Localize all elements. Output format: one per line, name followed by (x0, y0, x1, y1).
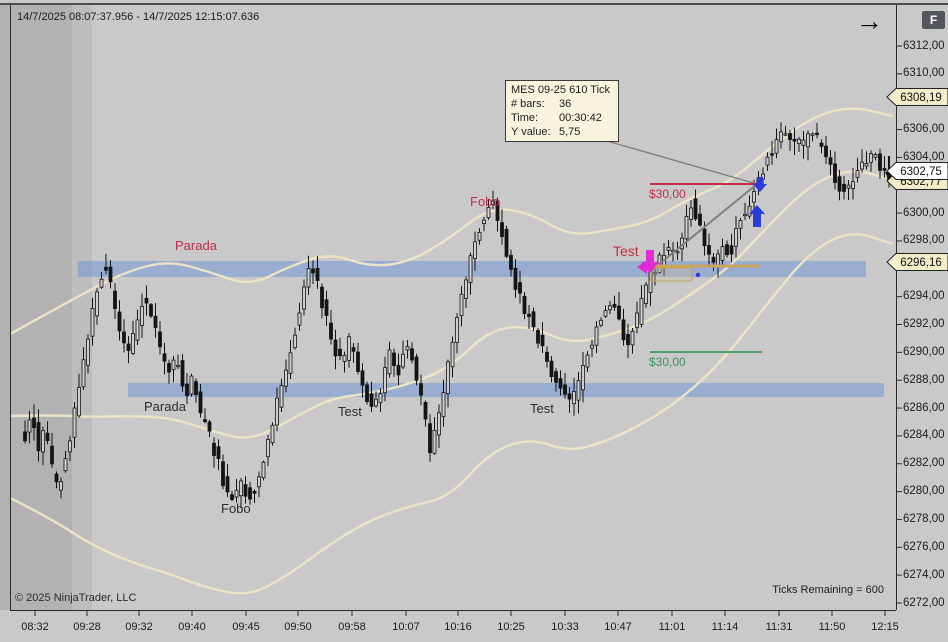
entry-highlight-box[interactable] (649, 267, 693, 282)
price-marker-value: 6302,75 (900, 166, 942, 178)
time-axis-label: 09:40 (178, 621, 206, 633)
annotation-label-test[interactable]: Test (530, 401, 554, 416)
annotation-label-test[interactable]: Test (613, 243, 639, 259)
price-axis-label: 6310,00 (903, 67, 945, 80)
focus-badge: F (922, 11, 945, 29)
price-axis-label: 6274,00 (903, 568, 945, 581)
price-axis-label: 6290,00 (903, 345, 945, 358)
tooltip-time-row: Time: 00:30:42 (511, 112, 602, 124)
time-axis-label: 10:47 (604, 621, 632, 633)
price-axis-label: 6278,00 (903, 512, 945, 525)
time-axis-label: 08:32 (21, 621, 49, 633)
time-axis-label: 11:14 (711, 621, 739, 633)
annotation-label-fobo[interactable]: Fobo (221, 501, 251, 516)
price-marker-6308_19: 6308,19 (886, 88, 948, 106)
price-marker-value: 6296,16 (900, 257, 942, 269)
time-axis-label: 12:15 (871, 621, 899, 633)
price-axis-label: 6288,00 (903, 373, 945, 386)
time-axis-label: 10:07 (392, 621, 420, 633)
time-axis-label: 10:33 (551, 621, 579, 633)
price-axis-label: 6306,00 (903, 123, 945, 136)
price-axis-label: 6282,00 (903, 457, 945, 470)
time-axis-label: 10:16 (444, 621, 472, 633)
time-axis-label: 09:58 (338, 621, 366, 633)
price-marker-6302_75: 6302,75 (886, 162, 948, 180)
annotation-label-parada[interactable]: Parada (144, 399, 186, 414)
time-axis-label: 11:01 (658, 621, 686, 633)
blue-up-arrow[interactable] (749, 205, 765, 227)
price-axis-label: 6284,00 (903, 429, 945, 442)
price-axis-label: 6276,00 (903, 540, 945, 553)
pnl-label-1: $30,00 (649, 187, 686, 201)
time-axis-label: 09:28 (73, 621, 101, 633)
annotation-label-test[interactable]: Test (338, 404, 362, 419)
time-axis-label: 11:31 (765, 621, 793, 633)
price-axis-label: 6298,00 (903, 234, 945, 247)
tooltip-instrument: MES 09-25 610 Tick (511, 84, 611, 96)
pnl-label-2: $30,00 (649, 355, 686, 369)
price-axis-label: 6304,00 (903, 150, 945, 163)
go-to-latest-arrow-icon[interactable]: → (856, 6, 883, 36)
candlestick-series (23, 122, 891, 509)
time-axis-label: 09:50 (284, 621, 312, 633)
annotation-label-fobo[interactable]: Fobo (470, 194, 500, 209)
ruler-measure-line[interactable] (651, 183, 758, 271)
ticks-remaining-label: Ticks Remaining = 600 (772, 584, 884, 596)
price-zone-band-2[interactable] (128, 383, 884, 397)
price-axis-label: 6292,00 (903, 318, 945, 330)
time-axis-label: 09:32 (125, 621, 153, 633)
time-axis-label: 09:45 (232, 621, 260, 633)
price-marker-value: 6308,19 (900, 92, 942, 104)
magenta-left-arrow[interactable] (637, 260, 647, 274)
price-axis-label: 6286,00 (903, 401, 945, 414)
price-axis-label: 6300,00 (903, 206, 945, 219)
execution-dot-2 (755, 181, 761, 187)
time-axis-label: 11:50 (818, 621, 846, 633)
tooltip-callout-line (606, 140, 758, 185)
tooltip-bars-row: # bars: 36 (511, 98, 572, 110)
chart-date-range: 14/7/2025 08:07:37.956 - 14/7/2025 12:15… (17, 11, 260, 23)
price-axis-label: 6312,00 (903, 39, 945, 52)
copyright-text: © 2025 NinjaTrader, LLC (15, 592, 137, 604)
price-axis-label: 6280,00 (903, 485, 945, 498)
annotation-label-parada[interactable]: Parada (175, 238, 217, 253)
price-axis-label: 6272,00 (903, 596, 945, 609)
premarket-session-shading-edge (72, 5, 92, 610)
execution-dot-1 (695, 272, 701, 278)
window-top-border (0, 3, 948, 5)
price-axis-label: 6294,00 (903, 290, 945, 303)
channel-lower-line (11, 233, 894, 595)
time-axis-label: 10:25 (497, 621, 525, 633)
data-box-tooltip: MES 09-25 610 Tick # bars: 36 Time: 00:3… (505, 80, 619, 142)
price-marker-6296_16: 6296,16 (886, 253, 948, 271)
tooltip-yvalue-row: Y value: 5,75 (511, 126, 581, 138)
